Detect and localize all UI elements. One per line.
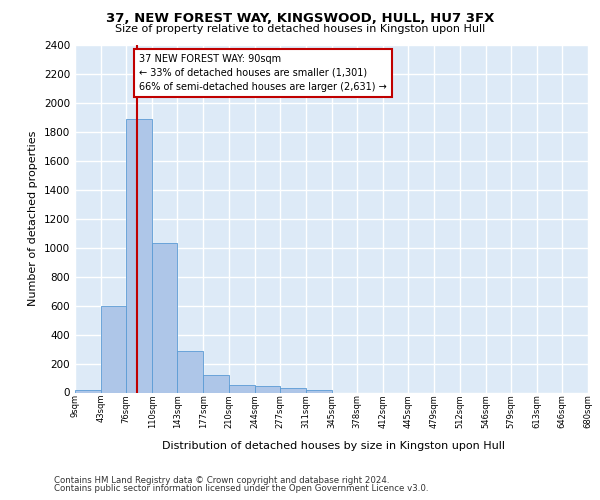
Bar	[280, 388, 306, 392]
Bar	[254, 386, 280, 392]
Text: 37 NEW FOREST WAY: 90sqm
← 33% of detached houses are smaller (1,301)
66% of sem: 37 NEW FOREST WAY: 90sqm ← 33% of detach…	[139, 54, 387, 92]
Y-axis label: Number of detached properties: Number of detached properties	[28, 131, 38, 306]
Bar	[178, 350, 203, 393]
Bar	[126, 119, 152, 392]
Bar	[75, 390, 101, 392]
Text: Contains HM Land Registry data © Crown copyright and database right 2024.: Contains HM Land Registry data © Crown c…	[54, 476, 389, 485]
Text: Distribution of detached houses by size in Kingston upon Hull: Distribution of detached houses by size …	[161, 441, 505, 451]
Bar	[203, 375, 229, 392]
Bar	[229, 386, 254, 392]
Text: 37, NEW FOREST WAY, KINGSWOOD, HULL, HU7 3FX: 37, NEW FOREST WAY, KINGSWOOD, HULL, HU7…	[106, 12, 494, 26]
Text: Contains public sector information licensed under the Open Government Licence v3: Contains public sector information licen…	[54, 484, 428, 493]
Text: Size of property relative to detached houses in Kingston upon Hull: Size of property relative to detached ho…	[115, 24, 485, 34]
Bar	[152, 244, 178, 392]
Bar	[101, 306, 126, 392]
Bar	[306, 390, 332, 392]
